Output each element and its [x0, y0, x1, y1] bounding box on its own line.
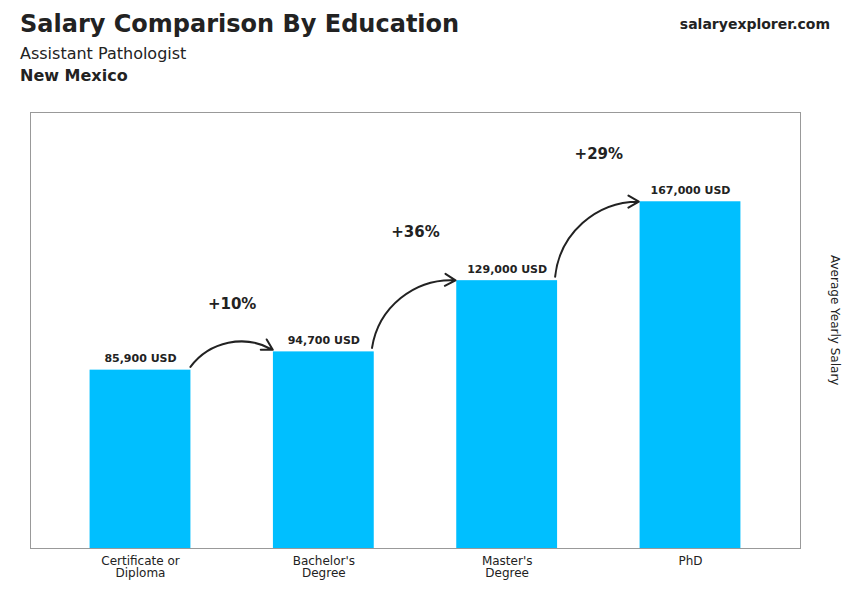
svg-text:+10%: +10% [208, 295, 256, 313]
html-text:salaryexplorer.com: salaryexplorer.com [679, 16, 830, 32]
svg-text:PhD: PhD [678, 554, 702, 568]
svg-text:85,900 USD: 85,900 USD [104, 352, 176, 365]
html-text:Salary Comparison By Education: Salary Comparison By Education [20, 10, 460, 38]
html-text:New Mexico: New Mexico [20, 66, 128, 85]
svg-text:Master'sDegree: Master'sDegree [482, 554, 533, 580]
svg-text:+36%: +36% [391, 223, 439, 241]
svg-text:Bachelor'sDegree: Bachelor'sDegree [293, 554, 355, 580]
svg-text:+29%: +29% [575, 145, 623, 163]
svg-text:Certificate orDiploma: Certificate orDiploma [101, 554, 179, 580]
svg-text:167,000 USD: 167,000 USD [651, 184, 731, 197]
html-text:Average Yearly Salary: Average Yearly Salary [828, 254, 842, 386]
svg-text:129,000 USD: 129,000 USD [467, 263, 547, 276]
html-text:Assistant Pathologist: Assistant Pathologist [20, 44, 187, 63]
svg-text:94,700 USD: 94,700 USD [288, 334, 360, 347]
